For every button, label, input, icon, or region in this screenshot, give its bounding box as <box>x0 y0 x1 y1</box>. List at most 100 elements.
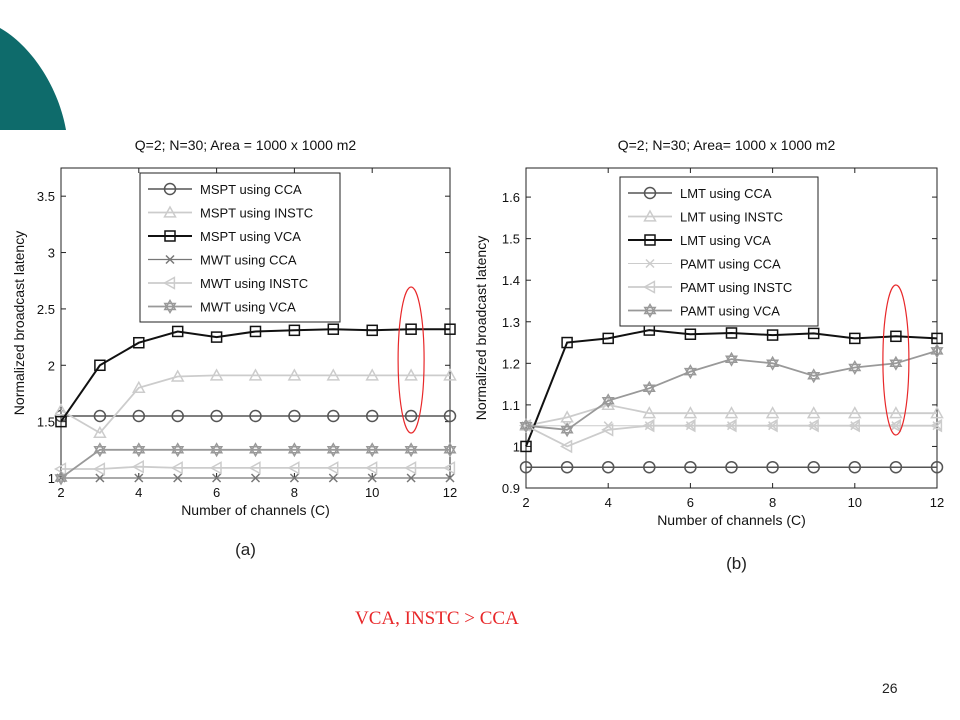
series-point-5 <box>365 442 379 458</box>
series-point-5-down <box>365 446 379 458</box>
series-point-1 <box>54 403 68 416</box>
y-tick-label: 1.3 <box>502 315 520 330</box>
series-point-2 <box>288 324 301 337</box>
highlight-ellipse <box>882 284 910 436</box>
y-tick-label: 1 <box>48 471 55 486</box>
y-axis-label: Normalized broadcast latency <box>11 231 27 415</box>
caption-text: VCA, INSTC > CCA <box>355 608 519 629</box>
series-point-2 <box>133 336 145 349</box>
series-point-5-up <box>54 470 68 482</box>
series-point-5-up <box>889 355 903 368</box>
series-point-2 <box>766 329 779 341</box>
series-point-4 <box>601 423 614 437</box>
series-point-5-down <box>889 359 903 371</box>
series-point-1 <box>404 368 418 381</box>
series-point-5-up <box>766 355 780 368</box>
series-point-5-up <box>249 442 262 454</box>
series-point-5-up <box>683 364 697 376</box>
x-tick-label: 10 <box>848 495 862 510</box>
series-point-5 <box>249 442 262 458</box>
chart-b: Q=2; N=30; Area= 1000 x 1000 m2 2 4 6 8 10 12 0… <box>470 128 960 588</box>
series-point-5-down <box>443 446 457 458</box>
series-point-2 <box>210 331 223 343</box>
series-point-1 <box>443 368 457 381</box>
series-point-3 <box>134 473 144 483</box>
series-point-5 <box>766 355 780 371</box>
y-tick-label: 2 <box>48 358 55 373</box>
series-point-3 <box>289 473 299 483</box>
legend-label: MWT using CCA <box>200 253 297 268</box>
series-point-5 <box>93 442 107 458</box>
series-point-5-up <box>725 351 738 363</box>
x-axis-label: Number of channels (C) <box>657 512 806 528</box>
series-point-4 <box>560 439 573 454</box>
series-point-4 <box>131 459 144 474</box>
series-point-2 <box>561 336 573 349</box>
series-point-3 <box>367 473 377 483</box>
legend-label: LMT using CCA <box>680 186 772 201</box>
series-point-5-up <box>404 442 418 454</box>
legend-label: PAMT using INSTC <box>680 280 792 295</box>
legend-label: MSPT using INSTC <box>200 206 313 221</box>
legend-label: PAMT using VCA <box>680 304 780 319</box>
series-point-5-up <box>326 442 340 454</box>
series-point-0 <box>725 460 738 474</box>
series-point-0 <box>519 460 533 474</box>
series-point-5-down <box>287 446 301 458</box>
legend-marker <box>645 258 655 269</box>
legend-marker <box>165 254 175 265</box>
series-point-5-down <box>249 446 262 458</box>
series-point-5-up <box>443 442 457 454</box>
series-point-2 <box>725 327 738 339</box>
series-point-4 <box>209 461 222 475</box>
legend-marker <box>642 280 656 294</box>
series-point-0 <box>404 409 418 423</box>
series-point-2 <box>366 324 378 337</box>
y-tick-label: 2.5 <box>37 302 55 317</box>
series-point-4 <box>642 418 655 433</box>
legend-label: MWT using INSTC <box>200 276 308 291</box>
series-point-5-up <box>171 442 185 454</box>
series-point-0 <box>171 409 184 423</box>
highlight-ellipse <box>397 286 425 434</box>
series-point-5-up <box>848 360 862 372</box>
series-point-5-down <box>848 363 862 375</box>
series-point-5 <box>443 442 457 458</box>
page-number: 26 <box>882 680 898 696</box>
series-point-0 <box>132 409 146 423</box>
series-line-1 <box>525 403 937 427</box>
series-point-4 <box>326 461 339 475</box>
y-tick-label: 1 <box>513 439 520 454</box>
series-point-5-up <box>930 343 944 355</box>
series-point-5-down <box>519 421 533 434</box>
series-point-5 <box>210 442 224 458</box>
y-tick-label: 1.2 <box>502 356 520 371</box>
series-point-0 <box>684 460 697 474</box>
series-point-5-down <box>171 446 185 458</box>
series-point-2 <box>405 323 417 335</box>
x-tick-label: 6 <box>213 485 220 500</box>
series-point-5-down <box>560 426 574 438</box>
chart-a-svg: Q=2; N=30; Area = 1000 x 1000 m22 4 6 8 10 12… <box>11 137 457 559</box>
series-point-4 <box>806 418 819 433</box>
series-point-5-down <box>326 446 340 458</box>
y-tick-label: 0.9 <box>502 481 520 496</box>
series-point-0 <box>288 409 301 423</box>
y-tick-label: 3 <box>48 246 55 261</box>
x-tick-label: 2 <box>57 485 64 500</box>
series-point-1 <box>806 406 821 419</box>
series-point-1 <box>365 368 379 381</box>
series-point-5-down <box>807 372 821 384</box>
series-point-5-up <box>560 422 574 434</box>
panel-label: (b) <box>726 554 747 573</box>
legend-marker-up <box>643 303 657 315</box>
chart-title: Q=2; N=30; Area= 1000 x 1000 m2 <box>618 137 836 153</box>
series-point-0 <box>365 409 379 423</box>
series-point-5-down <box>54 474 68 486</box>
series-point-4 <box>847 418 860 433</box>
series-point-5-down <box>132 446 146 458</box>
legend-label: MSPT using VCA <box>200 229 301 244</box>
series-point-5-up <box>519 418 533 430</box>
series-point-4 <box>365 461 378 475</box>
series-point-5-down <box>93 446 107 458</box>
